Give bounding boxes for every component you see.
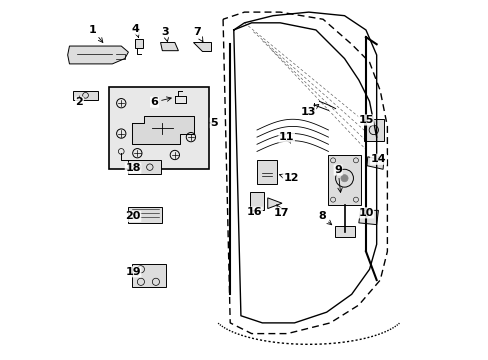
Polygon shape	[128, 207, 162, 223]
Text: 2: 2	[76, 96, 83, 107]
Polygon shape	[135, 39, 142, 48]
Text: 3: 3	[161, 27, 169, 41]
Text: 8: 8	[318, 211, 331, 225]
Text: 20: 20	[125, 211, 141, 221]
Polygon shape	[132, 264, 165, 287]
Polygon shape	[358, 210, 378, 225]
FancyBboxPatch shape	[257, 160, 276, 184]
Polygon shape	[366, 157, 383, 169]
Text: 16: 16	[246, 207, 262, 217]
Polygon shape	[67, 46, 128, 64]
Circle shape	[340, 175, 347, 182]
Text: 15: 15	[358, 115, 373, 125]
Polygon shape	[132, 116, 194, 144]
Text: 10: 10	[358, 208, 373, 218]
Text: 4: 4	[132, 24, 140, 37]
FancyBboxPatch shape	[249, 192, 264, 210]
Polygon shape	[267, 198, 282, 208]
Text: 19: 19	[125, 267, 141, 277]
Text: 12: 12	[279, 173, 298, 183]
Polygon shape	[364, 119, 383, 141]
Text: 1: 1	[89, 25, 102, 42]
Text: 7: 7	[193, 27, 203, 42]
Text: 9: 9	[333, 165, 342, 192]
FancyBboxPatch shape	[73, 91, 98, 100]
FancyBboxPatch shape	[108, 87, 208, 169]
Polygon shape	[328, 155, 360, 205]
Text: 13: 13	[300, 104, 318, 117]
FancyBboxPatch shape	[334, 226, 354, 237]
Text: 14: 14	[370, 154, 386, 164]
Text: 5: 5	[209, 118, 218, 128]
Text: 11: 11	[278, 132, 294, 143]
Text: 18: 18	[125, 163, 141, 173]
Text: 6: 6	[150, 97, 171, 107]
Text: 17: 17	[273, 205, 288, 218]
Polygon shape	[128, 160, 160, 174]
Polygon shape	[160, 42, 178, 51]
Polygon shape	[192, 42, 210, 51]
